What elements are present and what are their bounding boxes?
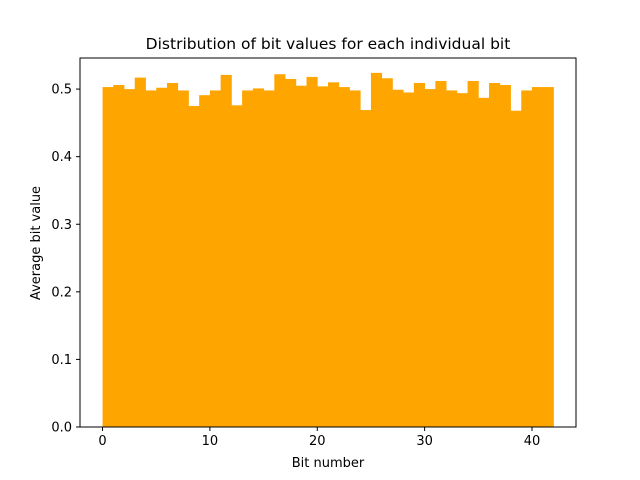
- bar-35: [478, 97, 490, 428]
- y-axis-label: Average bit value: [29, 186, 44, 300]
- bars-layer: [102, 72, 554, 428]
- bar-27: [392, 89, 404, 427]
- bar-38: [510, 110, 522, 428]
- bar-1: [113, 85, 125, 427]
- bar-29: [413, 83, 426, 427]
- bar-33: [456, 93, 468, 427]
- plot-frame: [79, 57, 577, 428]
- x-tick-label-0: 0: [98, 434, 106, 449]
- bar-13: [242, 90, 254, 427]
- bar-16: [274, 74, 286, 427]
- bar-12: [231, 105, 243, 427]
- y-tick-label-0.2: 0.2: [51, 285, 72, 300]
- y-tick-label-0.3: 0.3: [51, 218, 72, 233]
- bar-40: [531, 87, 544, 427]
- bar-9: [199, 95, 211, 428]
- bar-30: [424, 89, 436, 427]
- bar-41: [542, 87, 554, 427]
- bar-15: [263, 90, 275, 427]
- bar-10: [209, 90, 222, 427]
- bar-0: [102, 87, 114, 427]
- x-tick-label-10: 10: [202, 434, 219, 449]
- bar-3: [134, 77, 146, 427]
- bar-19: [306, 76, 318, 428]
- bar-6: [166, 83, 179, 427]
- x-axis-label: Bit number: [292, 456, 365, 471]
- bar-28: [403, 92, 415, 427]
- x-tick-label-30: 30: [416, 434, 433, 449]
- bar-2: [124, 89, 136, 427]
- y-tick-label-0.4: 0.4: [51, 150, 72, 165]
- bar-11: [220, 74, 232, 428]
- bar-17: [285, 78, 297, 427]
- x-tick-label-40: 40: [524, 434, 541, 449]
- x-axis-ticks: 0 10 20 30 40: [98, 427, 540, 449]
- chart-title: Distribution of bit values for each indi…: [146, 35, 511, 53]
- y-axis-ticks: 0.0 0.1 0.2 0.3 0.4 0.5: [51, 83, 80, 436]
- bar-37: [499, 85, 511, 427]
- y-tick-label-0.1: 0.1: [51, 353, 72, 368]
- axes-frame: [79, 57, 577, 428]
- bar-32: [446, 90, 458, 427]
- bar-8: [188, 105, 200, 427]
- bar-39: [521, 90, 533, 427]
- bar-31: [435, 80, 447, 427]
- bar-14: [252, 88, 264, 427]
- bar-21: [328, 82, 340, 427]
- bar-18: [295, 85, 307, 428]
- x-tick-label-20: 20: [309, 434, 326, 449]
- bar-22: [338, 87, 350, 427]
- bar-4: [145, 90, 157, 427]
- bar-26: [381, 78, 393, 428]
- bar-36: [489, 83, 501, 427]
- bar-25: [370, 72, 383, 428]
- bar-7: [177, 90, 189, 427]
- y-tick-label-0.0: 0.0: [51, 421, 72, 436]
- bar-24: [360, 110, 372, 427]
- bar-5: [156, 87, 168, 428]
- y-tick-label-0.5: 0.5: [51, 83, 72, 98]
- bar-20: [317, 86, 329, 427]
- bar-34: [467, 80, 479, 427]
- bar-23: [349, 90, 361, 427]
